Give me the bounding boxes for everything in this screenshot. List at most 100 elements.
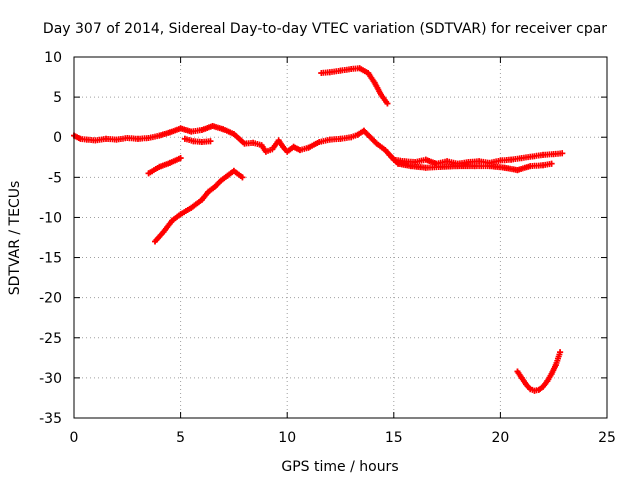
data-point <box>437 163 444 170</box>
data-point <box>326 136 333 143</box>
chart-title: Day 307 of 2014, Sidereal Day-to-day VTE… <box>43 21 607 37</box>
data-point <box>395 160 402 167</box>
y-tick-label: -15 <box>39 251 62 267</box>
data-point <box>262 148 269 155</box>
data-point <box>508 156 515 163</box>
data-point <box>250 139 257 146</box>
data-point <box>365 70 372 77</box>
y-tick-label: 10 <box>44 50 62 66</box>
x-tick-label: 20 <box>491 430 509 446</box>
data-point <box>181 135 188 142</box>
data-point <box>401 158 408 165</box>
data-point <box>444 158 451 165</box>
data-point <box>367 134 374 141</box>
x-tick-label: 15 <box>385 430 403 446</box>
data-point <box>284 148 291 155</box>
data-point <box>102 135 109 142</box>
data-point <box>557 349 564 356</box>
data-point <box>83 136 90 143</box>
data-point <box>258 142 265 149</box>
data-point <box>514 167 521 174</box>
series-main-track <box>71 122 566 167</box>
data-point <box>239 174 246 181</box>
data-point <box>124 135 131 142</box>
y-tick-label: -10 <box>39 210 62 226</box>
data-point <box>145 135 152 142</box>
y-tick-labels: 10 5 0 -5 -10 -15 -20 -25 -30 -35 <box>39 50 62 427</box>
data-point <box>548 160 555 167</box>
data-point <box>316 139 323 146</box>
data-point <box>318 70 325 77</box>
data-point <box>113 136 120 143</box>
data-point <box>378 91 385 98</box>
data-point <box>527 386 534 393</box>
y-tick-label: -30 <box>39 371 62 387</box>
series-high-arc <box>318 65 391 107</box>
data-point <box>156 132 163 139</box>
data-point <box>540 151 547 158</box>
data-point <box>177 155 184 162</box>
data-point <box>371 79 378 86</box>
data-point <box>198 127 205 134</box>
plot-frame <box>73 56 608 419</box>
x-tick-label: 10 <box>278 430 296 446</box>
y-tick-label: 5 <box>53 90 62 106</box>
data-point <box>209 122 216 129</box>
data-point <box>527 163 534 170</box>
data-point <box>422 156 429 163</box>
data-point <box>522 381 529 388</box>
data-point <box>279 143 286 150</box>
grid-lines <box>74 57 607 418</box>
data-point <box>454 163 461 170</box>
data-point <box>356 65 363 72</box>
data-point <box>554 355 561 362</box>
y-tick-label: -25 <box>39 331 62 347</box>
series-rising-track <box>152 167 246 245</box>
data-point <box>77 135 84 142</box>
y-tick-label: -20 <box>39 291 62 307</box>
data-point <box>207 138 214 145</box>
data-point <box>354 131 361 138</box>
data-point <box>220 126 227 133</box>
y-axis-label: SDTVAR / TECUs <box>7 181 23 296</box>
series-markers <box>152 167 246 245</box>
data-point <box>337 135 344 142</box>
data-point <box>373 140 380 147</box>
data-point <box>205 188 212 195</box>
data-point <box>548 370 555 377</box>
data-point <box>224 172 231 179</box>
data-point <box>535 386 542 393</box>
data-point <box>348 66 355 73</box>
data-point <box>198 139 205 146</box>
x-axis-label: GPS time / hours <box>281 459 398 475</box>
data-point <box>518 374 525 381</box>
data-point <box>540 383 547 390</box>
data-point <box>290 143 297 150</box>
y-tick-label: -5 <box>48 170 62 186</box>
data-point <box>550 151 557 158</box>
y-tick-label: -35 <box>39 411 62 427</box>
series-short-low-segment <box>145 155 184 177</box>
data-point <box>166 129 173 136</box>
data-point <box>497 157 504 164</box>
data-point <box>177 211 184 218</box>
data-point <box>296 147 303 154</box>
data-point <box>360 127 367 134</box>
data-point <box>198 196 205 203</box>
series-markers <box>181 135 214 145</box>
data-point <box>160 228 167 235</box>
data-point <box>92 137 99 144</box>
series-mid-track-2 <box>386 151 555 174</box>
data-point <box>326 69 333 76</box>
data-point <box>152 238 159 245</box>
data-point <box>382 147 389 154</box>
data-point <box>188 204 195 211</box>
data-point <box>337 67 344 74</box>
data-point <box>407 163 414 170</box>
data-point <box>218 177 225 184</box>
data-point <box>169 217 176 224</box>
x-tick-labels: 0 5 10 15 20 25 <box>70 430 616 446</box>
x-tick-label: 5 <box>176 430 185 446</box>
data-point <box>188 128 195 135</box>
x-tick-label: 0 <box>70 430 79 446</box>
